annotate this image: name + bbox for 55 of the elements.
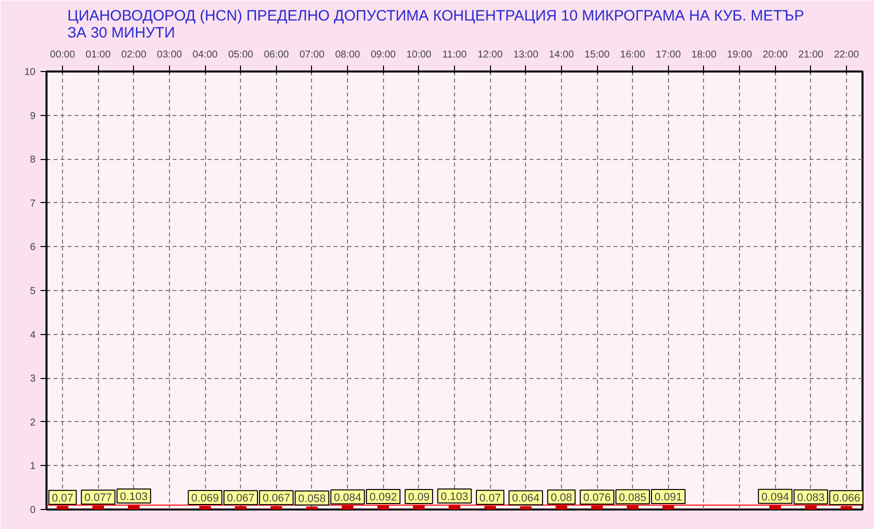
data-label: 0.08 — [550, 492, 572, 504]
x-tick-label: 16:00 — [620, 50, 646, 60]
data-label: 0.076 — [583, 492, 611, 504]
x-tick-label: 13:00 — [513, 50, 539, 60]
data-label: 0.085 — [618, 492, 646, 504]
x-tick-label: 00:00 — [50, 50, 76, 60]
x-tick-label: 21:00 — [798, 50, 824, 60]
x-tick-label: 02:00 — [121, 50, 147, 60]
data-label: 0.094 — [761, 491, 789, 504]
x-tick-label: 19:00 — [727, 50, 753, 60]
y-tick-label: 5 — [30, 286, 36, 297]
x-tick-label: 12:00 — [478, 50, 504, 60]
y-tick-label: 6 — [30, 242, 36, 254]
x-tick-label: 17:00 — [656, 50, 682, 60]
data-label: 0.07 — [479, 492, 501, 504]
y-tick-label: 3 — [30, 374, 36, 385]
x-tick-label: 14:00 — [548, 50, 574, 60]
y-tick-label: 2 — [30, 417, 36, 428]
x-tick-label: 04:00 — [192, 50, 218, 60]
data-label: 0.066 — [832, 492, 860, 505]
x-tick-label: 11:00 — [442, 50, 468, 60]
x-tick-label: 09:00 — [370, 50, 396, 60]
x-tick-label: 22:00 — [834, 50, 860, 60]
data-label: 0.067 — [262, 492, 290, 505]
data-label: 0.091 — [654, 492, 682, 504]
y-tick-label: 4 — [30, 330, 36, 341]
x-tick-label: 18:00 — [691, 50, 717, 60]
y-tick-label: 0 — [30, 505, 36, 516]
y-tick-label: 8 — [30, 154, 36, 166]
data-label: 0.103 — [440, 490, 468, 503]
data-label: 0.083 — [797, 492, 825, 504]
data-label: 0.07 — [52, 492, 74, 504]
x-tick-label: 10:00 — [406, 50, 432, 60]
data-label: 0.067 — [226, 492, 254, 505]
y-tick-label: 7 — [30, 198, 36, 210]
x-tick-label: 06:00 — [264, 50, 290, 60]
data-label: 0.092 — [369, 491, 397, 504]
x-tick-label: 01:00 — [86, 50, 112, 60]
x-tick-label: 07:00 — [299, 50, 325, 60]
data-label: 0.058 — [298, 492, 326, 505]
y-tick-label: 1 — [30, 461, 36, 472]
y-tick-label: 9 — [30, 110, 36, 122]
chart-title: ЦИАНОВОДОРОД (HCN) ПРЕДЕЛНО ДОПУСТИМА КОНЦЕНТРАЦИЯ 10 МИКРОГРАМА НА КУБ. МЕТЪР ЗА 30 МИНУТИ — [67, 8, 804, 42]
x-tick-label: 15:00 — [584, 50, 610, 60]
data-label: 0.069 — [191, 492, 219, 504]
data-label: 0.064 — [512, 492, 540, 505]
x-tick-label: 20:00 — [762, 50, 788, 60]
data-label: 0.103 — [120, 490, 148, 503]
y-tick-label: 10 — [24, 67, 36, 78]
data-label: 0.084 — [334, 492, 362, 504]
x-tick-label: 05:00 — [228, 50, 254, 60]
x-tick-label: 03:00 — [156, 50, 182, 60]
data-label: 0.09 — [408, 492, 430, 504]
x-tick-label: 08:00 — [335, 50, 361, 60]
data-label: 0.077 — [84, 492, 112, 504]
